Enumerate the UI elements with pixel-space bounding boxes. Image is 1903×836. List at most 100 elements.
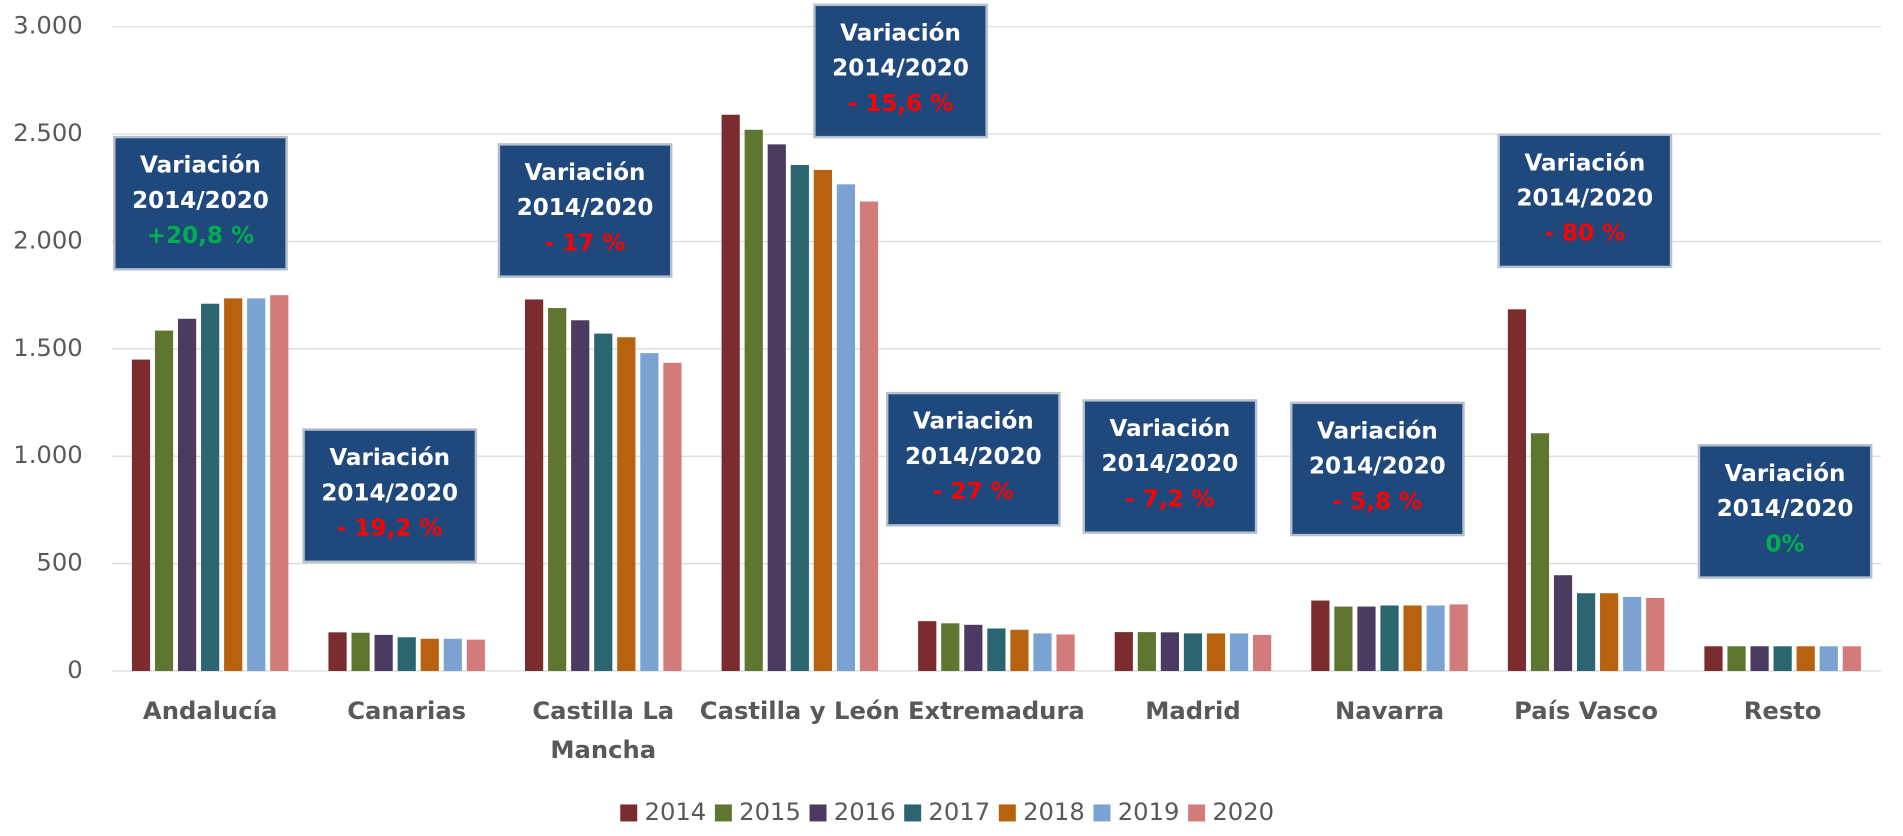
annotation-period: 2014/2020 [832, 56, 969, 82]
annotation-variation: - 7,2 % [1125, 486, 1215, 512]
annotation-period: 2014/2020 [1309, 454, 1446, 480]
x-tick-label: Canarias [347, 696, 466, 725]
bar [745, 130, 763, 671]
bar [1600, 593, 1618, 671]
x-tick-label: País Vasco [1514, 696, 1658, 725]
y-tick-label: 1.500 [13, 333, 82, 362]
legend-label: 2017 [928, 797, 990, 826]
legend-label: 2020 [1212, 797, 1274, 826]
bar [224, 298, 242, 671]
bar [964, 625, 982, 671]
bar [270, 295, 288, 671]
annotation-variation: +20,8 % [147, 223, 254, 249]
bar [1797, 646, 1815, 671]
bar [1646, 598, 1664, 671]
bar [1357, 607, 1375, 671]
annotation-variation: - 27 % [933, 479, 1014, 505]
bar [837, 184, 855, 671]
legend-swatch [620, 804, 637, 821]
bar [860, 202, 878, 671]
annotation-title: Variación [140, 153, 261, 179]
bar [1704, 646, 1722, 671]
bar [1207, 633, 1225, 671]
annotation-title: Variación [913, 409, 1034, 435]
bar [247, 298, 265, 671]
annotation-title: Variación [1725, 461, 1846, 487]
annotation-variation: 0% [1766, 531, 1805, 557]
bar [1843, 646, 1861, 671]
bar [617, 337, 635, 671]
bar [1450, 604, 1468, 671]
legend-label: 2019 [1118, 797, 1180, 826]
y-tick-label: 2.000 [13, 225, 82, 254]
x-tick-label: Castilla y León [700, 696, 900, 725]
legend-label: 2018 [1023, 797, 1085, 826]
legend-label: 2015 [739, 797, 801, 826]
bar [328, 632, 346, 671]
bar [1033, 633, 1051, 671]
bar [178, 319, 196, 671]
annotation-title: Variación [1110, 416, 1231, 442]
legend-label: 2014 [645, 797, 707, 826]
annotation-title: Variación [840, 20, 961, 46]
bar [1010, 630, 1028, 671]
bar [1334, 607, 1352, 671]
bar [1623, 597, 1641, 671]
annotation-period: 2014/2020 [1517, 185, 1654, 211]
x-tick-label: Andalucía [143, 696, 277, 725]
bar [467, 640, 485, 671]
annotation-variation: - 17 % [545, 230, 626, 256]
bar [201, 304, 219, 671]
annotation-period: 2014/2020 [1717, 496, 1854, 522]
annotation-period: 2014/2020 [517, 195, 654, 221]
bar [548, 308, 566, 671]
y-tick-label: 1.000 [13, 440, 82, 469]
x-tick-label: Madrid [1145, 696, 1240, 725]
y-tick-label: 3.000 [13, 11, 82, 40]
bar [1138, 632, 1156, 671]
legend-swatch [904, 804, 921, 821]
bar [814, 170, 832, 671]
bar [132, 360, 150, 671]
legend-label: 2016 [834, 797, 896, 826]
bar [1427, 605, 1445, 671]
y-tick-label: 500 [36, 548, 82, 577]
annotation-period: 2014/2020 [1102, 451, 1239, 477]
x-tick-label: Castilla LaMancha [532, 696, 674, 764]
annotation-title: Variación [525, 160, 646, 186]
bar [1253, 635, 1271, 671]
bar [941, 623, 959, 671]
annotation-title: Variación [1317, 418, 1438, 444]
bar [1554, 575, 1572, 671]
bar [1184, 633, 1202, 671]
bar [594, 334, 612, 671]
legend-swatch [1093, 804, 1110, 821]
bar [421, 639, 439, 671]
bar [1380, 605, 1398, 671]
bar [768, 144, 786, 671]
annotation-variation: - 15,6 % [848, 91, 954, 117]
bar [1056, 634, 1074, 671]
legend-swatch [810, 804, 827, 821]
annotation-variation: - 19,2 % [337, 516, 443, 542]
bar [351, 633, 369, 671]
annotation-variation: - 80 % [1544, 221, 1625, 247]
chart: 05001.0001.5002.0002.5003.000AndalucíaCa… [0, 0, 1903, 836]
bar [1161, 632, 1179, 671]
annotation-period: 2014/2020 [905, 444, 1042, 470]
annotation-variation: - 5,8 % [1333, 489, 1423, 515]
bar [1577, 593, 1595, 671]
legend-swatch [715, 804, 732, 821]
bar [1508, 309, 1526, 671]
page: {"chart_data": { "type": "bar", "categor… [0, 0, 1903, 836]
bar [1750, 646, 1768, 671]
bar [1230, 633, 1248, 671]
legend-swatch [1188, 804, 1205, 821]
bar [1774, 646, 1792, 671]
bar [1727, 646, 1745, 671]
annotation-period: 2014/2020 [132, 188, 269, 214]
bar [375, 635, 393, 671]
x-tick-label: Extremadura [908, 696, 1085, 725]
y-tick-label: 0 [67, 655, 82, 684]
bar [918, 621, 936, 671]
